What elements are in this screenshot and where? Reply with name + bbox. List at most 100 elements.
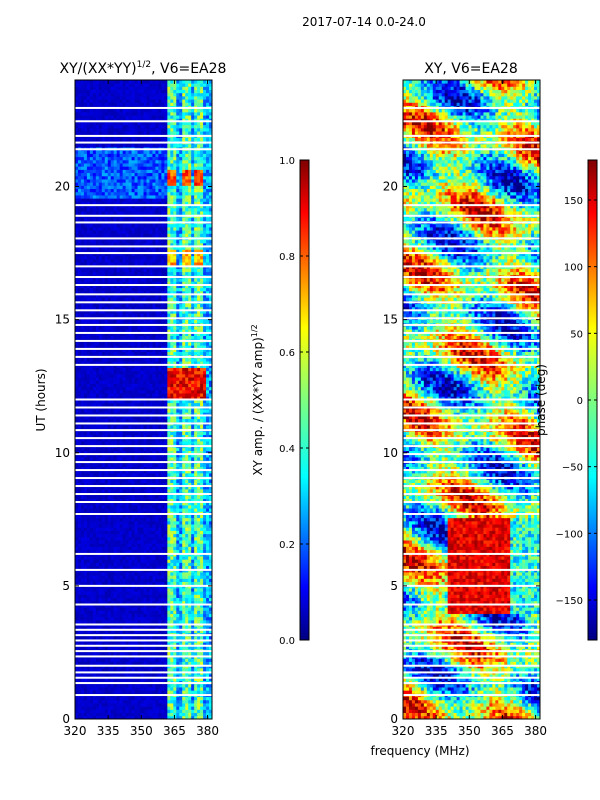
- heatmap-cell: [173, 540, 177, 544]
- heatmap-cell: [155, 696, 159, 701]
- heatmap-cell: [197, 402, 201, 407]
- heatmap-cell: [119, 635, 124, 640]
- heatmap-cell: [179, 635, 183, 640]
- heatmap-cell: [197, 706, 201, 710]
- heatmap-cell: [170, 588, 174, 592]
- heatmap-cell: [188, 434, 192, 439]
- heatmap-cell: [146, 533, 150, 538]
- heatmap-cell: [86, 578, 91, 583]
- heatmap-cell: [119, 520, 124, 525]
- heatmap-cell: [194, 565, 198, 570]
- heatmap-cell: [182, 690, 186, 694]
- heatmap-cell: [116, 549, 121, 554]
- heatmap-cell: [131, 373, 135, 378]
- heatmap-cell: [146, 447, 150, 452]
- heatmap-cell: [113, 536, 118, 541]
- heatmap-cell: [131, 508, 135, 512]
- heatmap-cell: [116, 556, 121, 560]
- heatmap-cell: [185, 616, 189, 621]
- heatmap-cell: [149, 485, 153, 490]
- heatmap-cell: [179, 581, 183, 586]
- heatmap-cell: [137, 373, 141, 378]
- heatmap-cell: [173, 389, 177, 394]
- heatmap-cell: [122, 370, 127, 375]
- heatmap-cell: [104, 447, 109, 452]
- heatmap-cell: [209, 715, 212, 719]
- heatmap-cell: [95, 709, 100, 714]
- heatmap-cell: [77, 377, 82, 381]
- heatmap-cell: [194, 667, 198, 672]
- heatmap-cell: [98, 508, 103, 512]
- heatmap-cell: [152, 482, 156, 487]
- heatmap-cell: [194, 613, 198, 618]
- heatmap-cell: [200, 709, 204, 714]
- heatmap-cell: [116, 629, 121, 634]
- heatmap-cell: [155, 453, 159, 458]
- heatmap-cell: [182, 667, 186, 672]
- heatmap-cell: [122, 661, 127, 666]
- heatmap-cell: [119, 677, 124, 682]
- heatmap-cell: [173, 498, 177, 503]
- heatmap-cell: [77, 469, 82, 474]
- heatmap-cell: [122, 524, 127, 528]
- heatmap-cell: [155, 658, 159, 662]
- heatmap-cell: [200, 635, 204, 640]
- heatmap-cell: [176, 594, 180, 598]
- heatmap-cell: [203, 709, 207, 714]
- heatmap-cell: [101, 377, 106, 381]
- heatmap-cell: [206, 380, 210, 384]
- heatmap-cell: [101, 425, 106, 429]
- heatmap-cell: [191, 530, 195, 535]
- heatmap-cell: [80, 645, 85, 650]
- heatmap-cell: [191, 651, 195, 656]
- heatmap-cell: [125, 386, 130, 391]
- heatmap-cell: [170, 412, 174, 416]
- heatmap-cell: [167, 536, 171, 541]
- heatmap-cell: [200, 393, 204, 397]
- heatmap-cell: [161, 651, 165, 656]
- heatmap-cell: [140, 418, 144, 423]
- heatmap-cell: [104, 373, 109, 378]
- heatmap-cell: [155, 559, 159, 563]
- heatmap-cell: [128, 709, 132, 714]
- heatmap-cell: [80, 495, 85, 499]
- heatmap-cell: [155, 396, 159, 400]
- heatmap-cell: [134, 488, 138, 493]
- heatmap-cell: [128, 508, 132, 512]
- heatmap-cell: [173, 565, 177, 570]
- heatmap-cell: [152, 629, 156, 634]
- heatmap-cell: [149, 706, 153, 710]
- heatmap-cell: [134, 409, 138, 413]
- heatmap-cell: [140, 514, 144, 519]
- heatmap-cell: [143, 540, 147, 544]
- heatmap-cell: [167, 399, 171, 404]
- heatmap-cell: [158, 540, 162, 544]
- heatmap-cell: [194, 661, 198, 666]
- heatmap-cell: [203, 482, 207, 487]
- heatmap-cell: [86, 562, 91, 567]
- heatmap-cell: [185, 450, 189, 455]
- heatmap-cell: [92, 393, 97, 397]
- heatmap-cell: [173, 626, 177, 630]
- heatmap-cell: [75, 377, 79, 381]
- heatmap-cell: [149, 527, 153, 531]
- heatmap-cell: [122, 399, 127, 404]
- heatmap-cell: [89, 508, 94, 512]
- heatmap-cell: [140, 687, 144, 691]
- heatmap-cell: [110, 377, 115, 381]
- heatmap-cell: [125, 546, 130, 551]
- heatmap-cell: [116, 536, 121, 541]
- heatmap-cell: [101, 642, 106, 646]
- heatmap-cell: [143, 677, 147, 682]
- heatmap-cell: [113, 626, 118, 630]
- heatmap-cell: [86, 485, 91, 490]
- heatmap-cell: [188, 466, 192, 471]
- heatmap-cell: [146, 677, 150, 682]
- heatmap-cell: [113, 482, 118, 487]
- heatmap-cell: [122, 687, 127, 691]
- heatmap-cell: [134, 715, 138, 719]
- heatmap-cell: [203, 556, 207, 560]
- heatmap-cell: [209, 488, 212, 493]
- heatmap-cell: [137, 588, 141, 592]
- heatmap-cell: [86, 520, 91, 525]
